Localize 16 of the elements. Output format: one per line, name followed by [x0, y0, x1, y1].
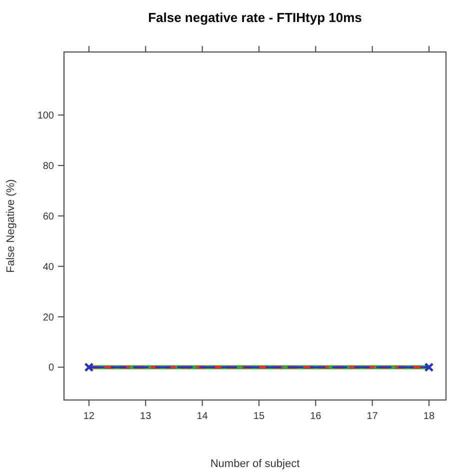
chart-title: False negative rate - FTIHtyp 10ms [148, 10, 362, 25]
y-tick-label: 40 [42, 262, 54, 273]
x-tick-label: 17 [366, 411, 378, 422]
x-tick-label: 12 [83, 411, 95, 422]
y-tick-label: 80 [42, 160, 54, 172]
y-tick-label: 100 [37, 110, 54, 122]
x-tick-label: 16 [310, 411, 322, 422]
y-tick-label: 60 [42, 211, 54, 222]
y-tick-label: 20 [42, 312, 54, 324]
x-tick-label: 18 [423, 411, 435, 422]
x-tick-label: 15 [253, 411, 265, 422]
x-tick-label: 13 [140, 411, 152, 422]
y-axis-title: False Negative (%) [5, 179, 17, 273]
y-tick-label: 0 [48, 362, 54, 374]
x-tick-label: 14 [196, 411, 208, 422]
x-axis-title: Number of subject [210, 458, 300, 470]
